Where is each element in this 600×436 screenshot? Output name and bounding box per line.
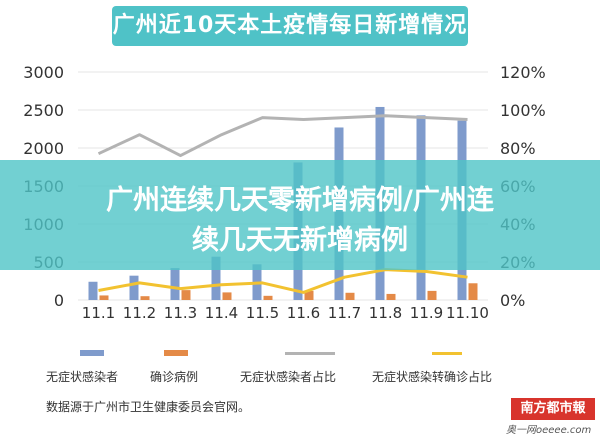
- source-note: 数据源于广州市卫生健康委员会官网。: [46, 400, 251, 414]
- y-left-tick-label: 3000: [23, 63, 64, 82]
- line-asymptomatic-ratio: [97, 114, 468, 158]
- bar-confirmed: [222, 292, 232, 300]
- line-conversion-ratio: [98, 268, 468, 294]
- legend-swatch-conversion-ratio: [432, 352, 462, 355]
- watermark-sub: 奥一网oeeee.com: [506, 425, 592, 436]
- legend-label-conversion-ratio: 无症状感染转确诊占比: [372, 370, 493, 384]
- bar-asymptomatic: [88, 281, 98, 300]
- bar-asymptomatic: [170, 268, 180, 300]
- bar-confirmed: [345, 292, 355, 300]
- chart-title-bar: 广州近10天本土疫情每日新增情况: [112, 6, 468, 46]
- x-tick-label: 11.7: [328, 304, 361, 322]
- x-tick-label: 11.2: [123, 304, 156, 322]
- y-right-tick-label: 80%: [500, 139, 536, 158]
- legend-label-confirmed: 确诊病例: [150, 370, 199, 384]
- x-tick-label: 11.5: [246, 304, 279, 322]
- bar-confirmed: [304, 290, 314, 300]
- chart-title: 广州近10天本土疫情每日新增情况: [112, 13, 468, 38]
- bar-confirmed: [468, 283, 478, 300]
- legend-label-asymptomatic-ratio: 无症状感染者占比: [240, 370, 337, 384]
- x-tick-label: 11.9: [410, 304, 443, 322]
- watermark-logo: 南方都市報: [511, 398, 595, 420]
- overlay-title-line1: 广州连续几天零新增病例/广州连: [106, 185, 494, 216]
- y-right-tick-label: 0%: [500, 291, 525, 310]
- x-tick-label: 11.4: [205, 304, 238, 322]
- legend-swatch-confirmed: [164, 350, 188, 356]
- bar-confirmed: [181, 290, 191, 300]
- x-tick-label: 11.1: [82, 304, 115, 322]
- overlay-title-line2: 续几天无新增病例: [192, 225, 408, 256]
- legend-swatch-asymptomatic-ratio: [285, 352, 335, 355]
- bar-confirmed: [263, 295, 273, 300]
- bar-confirmed: [386, 293, 396, 300]
- x-tick-label: 11.8: [369, 304, 402, 322]
- x-tick-label: 11.10: [446, 304, 489, 322]
- bar-asymptomatic: [129, 275, 139, 300]
- y-left-tick-label: 2500: [23, 101, 64, 120]
- y-left-tick-label: 2000: [23, 139, 64, 158]
- y-right-tick-label: 100%: [500, 101, 546, 120]
- legend-label-asymptomatic: 无症状感染者: [46, 370, 119, 384]
- x-tick-label: 11.3: [164, 304, 197, 322]
- bar-confirmed: [99, 295, 109, 300]
- bar-confirmed: [140, 296, 150, 300]
- x-tick-label: 11.6: [287, 304, 320, 322]
- overlay-banner: 广州连续几天零新增病例/广州连 续几天无新增病例: [0, 160, 600, 270]
- y-right-tick-label: 120%: [500, 63, 546, 82]
- bar-confirmed: [427, 290, 437, 300]
- bar-asymptomatic: [211, 256, 221, 300]
- y-left-tick-label: 0: [54, 291, 64, 310]
- series-lines: [97, 114, 468, 294]
- legend-swatch-asymptomatic: [80, 350, 104, 356]
